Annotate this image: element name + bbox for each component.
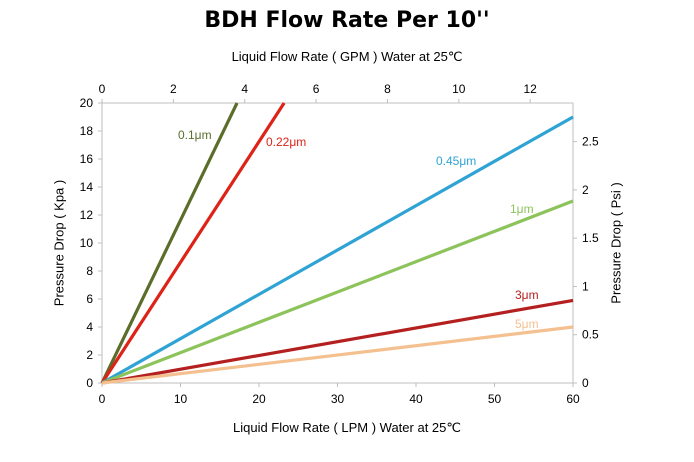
- y-tick-label: 18: [80, 124, 94, 138]
- series-line: [101, 199, 574, 385]
- x-tick-label: 10: [174, 392, 188, 406]
- y-tick-label: 8: [86, 264, 93, 278]
- y2-tick-label: 0.5: [582, 328, 599, 342]
- x2-tick-label: 0: [99, 82, 106, 96]
- x2-tick-label: 10: [452, 82, 466, 96]
- x2-tick-label: 6: [313, 82, 320, 96]
- x-axis-label: Liquid Flow Rate ( LPM ) Water at 25℃: [233, 420, 461, 435]
- y-tick-label: 14: [80, 180, 94, 194]
- y-tick-label: 4: [86, 320, 93, 334]
- series-line: [100, 102, 239, 384]
- series-label: 3μm: [515, 288, 539, 302]
- x2-tick-label: 8: [384, 82, 391, 96]
- series-label: 0.45μm: [436, 154, 476, 168]
- x-tick-label: 60: [566, 392, 580, 406]
- series-label: 0.1μm: [178, 128, 212, 142]
- y-tick-label: 20: [80, 96, 94, 110]
- y-tick-label: 6: [86, 292, 93, 306]
- y2-tick-label: 2: [582, 183, 589, 197]
- y-tick-label: 16: [80, 152, 94, 166]
- x2-axis-label: Liquid Flow Rate ( GPM ) Water at 25℃: [231, 49, 463, 64]
- chart-title: BDH Flow Rate Per 10'': [204, 8, 490, 33]
- x2-tick-label: 4: [241, 82, 248, 96]
- series-line: [101, 115, 574, 385]
- x-tick-label: 30: [331, 392, 345, 406]
- x2-tick-label: 2: [170, 82, 177, 96]
- y2-tick-label: 1.5: [582, 231, 599, 245]
- series-line: [101, 298, 574, 385]
- series-label: 1μm: [510, 202, 534, 216]
- y-tick-label: 2: [86, 348, 93, 362]
- y2-tick-label: 0: [582, 376, 589, 390]
- y2-tick-label: 2.5: [582, 135, 599, 149]
- series-label: 0.22μm: [266, 135, 306, 149]
- x2-tick-label: 12: [524, 82, 538, 96]
- y-tick-label: 10: [80, 236, 94, 250]
- series-label: 5μm: [515, 317, 539, 331]
- y2-tick-label: 1: [582, 279, 589, 293]
- series-line: [101, 325, 574, 385]
- x-tick-label: 50: [488, 392, 502, 406]
- y-tick-label: 12: [80, 208, 94, 222]
- x-tick-label: 20: [252, 392, 266, 406]
- series-line: [100, 102, 286, 384]
- x-tick-label: 0: [99, 392, 106, 406]
- x-tick-label: 40: [409, 392, 423, 406]
- y-tick-label: 0: [86, 376, 93, 390]
